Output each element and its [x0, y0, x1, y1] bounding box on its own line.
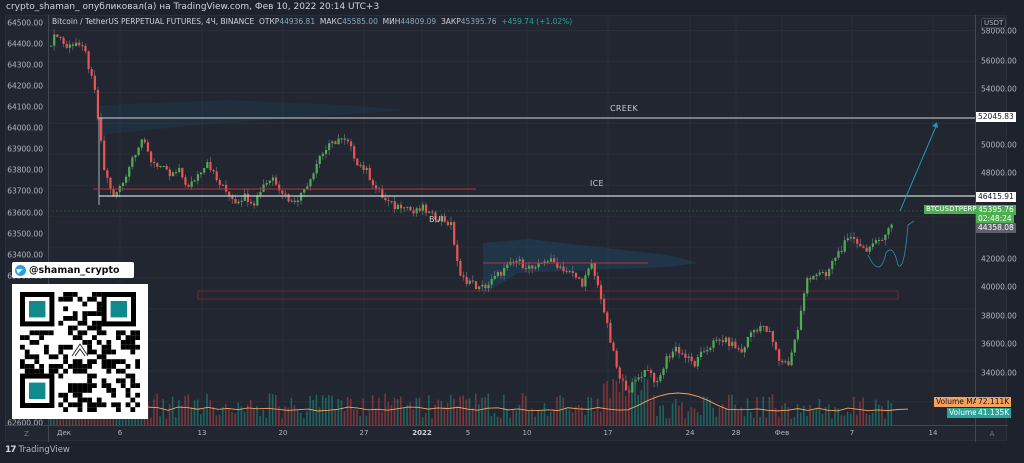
high-label: МАКС [319, 17, 343, 26]
time-tick: 24 [685, 429, 695, 437]
left-axis-tick: 63400.00 [7, 250, 43, 260]
left-axis-tick: 63600.00 [7, 208, 43, 218]
right-axis-tick: 40000.00 [981, 282, 1017, 292]
telegram-handle: @shaman_crypto [29, 264, 120, 276]
time-tick: 14 [928, 429, 938, 437]
left-axis-tick: 64300.00 [7, 60, 43, 70]
right-axis-tick: 38000.00 [981, 311, 1017, 321]
left-axis-tick: 62600.00 [7, 418, 43, 428]
right-axis-tick: 34000.00 [981, 368, 1017, 378]
symbol-title: Bitcoin / TetherUS PERPETUAL FUTURES, 4Ч… [52, 17, 255, 26]
time-tick: 27 [359, 429, 369, 437]
chart-frame [5, 15, 1007, 441]
time-tick: 20 [278, 429, 288, 437]
right-axis-tick: 58000.00 [981, 26, 1017, 36]
chart-plot-area[interactable] [48, 15, 975, 425]
time-tick: Дек [56, 429, 72, 437]
currency-button[interactable]: USDT [981, 18, 1007, 28]
telegram-badge: @shaman_crypto [12, 262, 134, 278]
right-axis-tick: 50000.00 [981, 140, 1017, 150]
left-axis-tick: 64400.00 [7, 39, 43, 49]
change-value: +459.74 (+1.02%) [501, 17, 573, 26]
high-value: 45585.00 [342, 17, 378, 26]
bui-label: BUI [429, 215, 444, 224]
creek-price-tag: 52045.83 [976, 112, 1016, 122]
bar-countdown: 02:48:24 [976, 214, 1014, 224]
publish-line: crypto_shaman_ опубликовал(а) на Trading… [0, 0, 1024, 15]
time-tick: 17 [603, 429, 613, 437]
volume-ma-value: 72.111K [976, 397, 1012, 407]
time-tick: 5 [465, 429, 471, 437]
symbol-tag: BTCUSDTPERP [924, 205, 979, 214]
time-tick: 28 [731, 429, 741, 437]
time-tick: 6 [117, 429, 123, 437]
time-tick: 13 [197, 429, 207, 437]
left-axis-tick: 64100.00 [7, 102, 43, 112]
candlestick-chart [48, 15, 975, 425]
time-tick: 10 [522, 429, 532, 437]
ice-label: ICE [590, 179, 604, 188]
open-label: ОТКР [258, 17, 280, 26]
close-value: 45395.76 [460, 17, 497, 26]
right-price-axis[interactable]: 58000.00 56000.00 54000.00 50000.00 4800… [975, 15, 1017, 425]
ohlc-legend: Bitcoin / TetherUS PERPETUAL FUTURES, 4Ч… [52, 17, 572, 26]
volume-label: Volume [947, 408, 979, 418]
left-axis-tick: 63700.00 [7, 186, 43, 196]
brand-name: TradingView [18, 445, 70, 455]
volume-ma-label: Volume MA [934, 397, 980, 407]
qr-code-image [20, 292, 140, 412]
qr-code [12, 284, 148, 419]
open-value: 44936.81 [279, 17, 316, 26]
ice-price-tag: 46415.91 [976, 192, 1016, 202]
time-tick: 2022 [412, 429, 432, 437]
time-tick: 7 [849, 429, 855, 437]
close-label: ЗАКР [440, 17, 461, 26]
timezone-button[interactable]: Z [5, 425, 49, 442]
left-axis-tick: 64000.00 [7, 123, 43, 133]
left-axis-tick: 63800.00 [7, 165, 43, 175]
last-price-tag: 45395.76 [976, 205, 1016, 215]
right-axis-tick: 36000.00 [981, 339, 1017, 349]
volume-value: 41.135K [976, 408, 1012, 418]
right-axis-tick: 54000.00 [981, 84, 1017, 94]
bui-price-tag: 44358.08 [976, 223, 1016, 233]
tradingview-logo-icon: 17 [5, 445, 16, 455]
left-axis-tick: 64200.00 [7, 81, 43, 91]
right-axis-tick: 42000.00 [981, 254, 1017, 264]
left-axis-tick: 64500.00 [7, 18, 43, 28]
time-tick: Фев [774, 429, 790, 437]
right-axis-tick: 48000.00 [981, 168, 1017, 178]
low-label: МИН [382, 17, 401, 26]
left-axis-tick: 63500.00 [7, 229, 43, 239]
time-axis[interactable]: Дек 6 13 20 27 2022 5 10 17 24 28 Фев 7 … [48, 425, 975, 442]
footer-brand: 17 TradingView [5, 445, 70, 455]
creek-label: CREEK [610, 104, 638, 113]
low-value: 44809.09 [400, 17, 437, 26]
left-axis-tick: 63900.00 [7, 144, 43, 154]
auto-scale-button[interactable]: A [975, 425, 1008, 442]
telegram-icon [15, 264, 26, 276]
right-axis-tick: 56000.00 [981, 56, 1017, 66]
